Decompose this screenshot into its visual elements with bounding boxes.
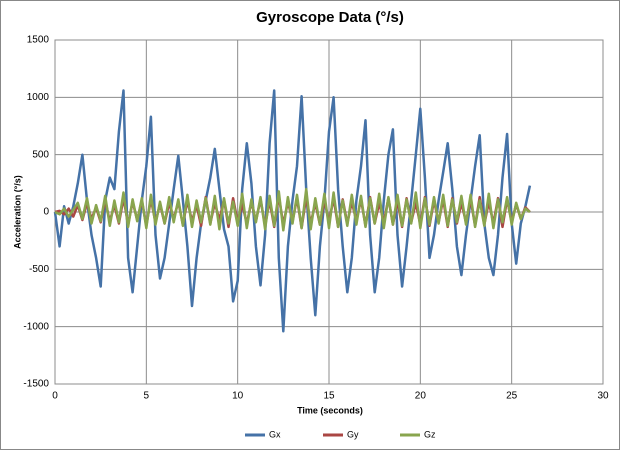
y-tick-label: 0 <box>43 207 49 218</box>
legend-label: Gz <box>424 429 436 439</box>
chart-title: Gyroscope Data (°/s) <box>256 9 404 26</box>
y-tick-label: 1000 <box>27 92 50 103</box>
x-tick-label: 20 <box>415 391 427 402</box>
data-line <box>54 187 531 232</box>
x-tick-label: 10 <box>232 391 244 402</box>
x-tick-label: 15 <box>323 391 335 402</box>
x-tick-label: 0 <box>52 391 58 402</box>
y-tick-label: 500 <box>32 149 49 160</box>
x-tick-label: 25 <box>506 391 518 402</box>
y-axis-label: Acceleration (°/s) <box>12 175 22 249</box>
y-tick-label: -1000 <box>23 321 49 332</box>
legend-label: Gx <box>269 429 281 439</box>
data-line <box>53 89 532 333</box>
y-tick-label: 1500 <box>27 35 50 46</box>
legend-label: Gy <box>347 429 359 439</box>
y-tick-label: -500 <box>29 264 49 275</box>
x-tick-label: 30 <box>597 391 609 402</box>
y-tick-label: -1500 <box>23 379 49 390</box>
x-tick-label: 5 <box>144 391 150 402</box>
x-axis-label: Time (seconds) <box>297 405 363 415</box>
